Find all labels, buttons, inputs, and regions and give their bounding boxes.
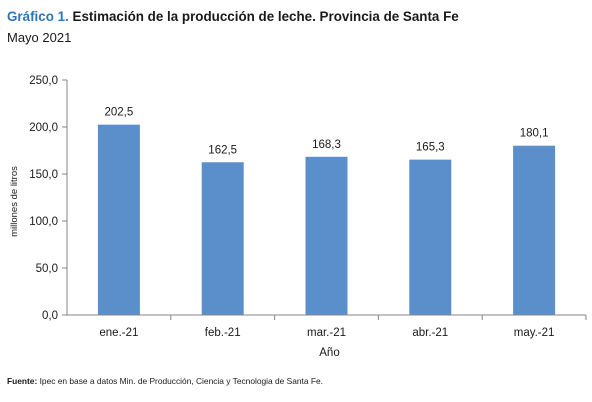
x-axis-ticks: ene.-21 feb.-21 mar.-21 abr.-21 may.-21 — [99, 315, 587, 339]
bar-value-label: 165,3 — [416, 142, 445, 154]
bar-value-label: 162,5 — [208, 144, 237, 156]
x-tick-label: mar.-21 — [307, 327, 346, 339]
bar — [97, 124, 140, 316]
x-tick-label: ene.-21 — [99, 327, 138, 339]
source-text: Ipec en base a datos Min. de Producción,… — [39, 376, 323, 386]
y-tick-label: 150,0 — [29, 169, 58, 181]
y-tick-label: 100,0 — [29, 216, 58, 228]
x-tick-label: feb.-21 — [205, 327, 241, 339]
chart-title-text: Estimación de la producción de leche. Pr… — [72, 9, 459, 24]
bar — [201, 162, 244, 315]
chart-title-prefix: Gráfico 1. — [7, 9, 69, 24]
y-axis-label: millones de litros — [9, 166, 20, 237]
bar-value-label: 180,1 — [520, 128, 549, 140]
y-axis-ticks: 0,0 50,0 100,0 150,0 200,0 250,0 — [29, 75, 67, 322]
y-tick-label: 200,0 — [29, 122, 58, 134]
bar-value-label: 202,5 — [105, 107, 134, 119]
x-tick-label: abr.-21 — [412, 327, 448, 339]
x-tick-label: may.-21 — [514, 327, 555, 339]
chart-title: Gráfico 1. Estimación de la producción d… — [7, 9, 459, 24]
source-label: Fuente: — [7, 376, 38, 386]
bars: 202,5 162,5 168,3 165,3 180,1 — [97, 107, 556, 316]
y-tick-label: 250,0 — [29, 75, 58, 87]
bar — [305, 156, 348, 315]
x-axis-label: Año — [319, 347, 339, 359]
bar — [409, 159, 452, 315]
y-tick-label: 0,0 — [42, 310, 58, 322]
bar — [513, 145, 556, 315]
source-note: Fuente: Ipec en base a datos Min. de Pro… — [7, 376, 323, 386]
bar-value-label: 168,3 — [312, 139, 341, 151]
y-tick-label: 50,0 — [36, 263, 58, 275]
chart-subtitle: Mayo 2021 — [7, 30, 72, 45]
